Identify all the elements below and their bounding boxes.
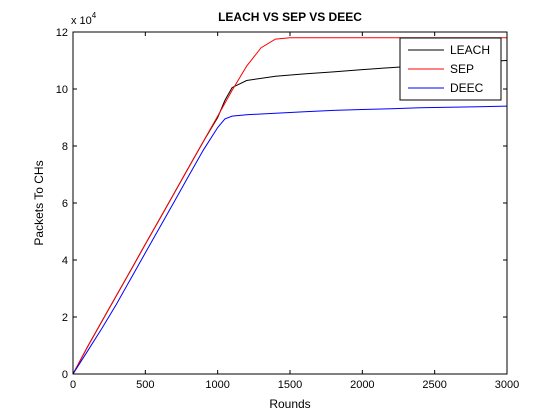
y-tick-label: 0 (62, 369, 68, 381)
x-tick-label: 2000 (350, 379, 374, 391)
legend: LEACH SEP DEEC (399, 37, 502, 101)
y-tick-label: 12 (56, 27, 68, 39)
chart-title: LEACH VS SEP VS DEEC (218, 10, 362, 24)
y-tick-label: 4 (62, 255, 68, 267)
y-tick-label: 8 (62, 141, 68, 153)
legend-label-deec: DEEC (450, 81, 484, 95)
y-multiplier-label: x 104 (71, 11, 97, 27)
x-axis-label: Rounds (269, 397, 310, 411)
legend-label-leach: LEACH (450, 43, 490, 57)
x-tick-label: 500 (136, 379, 154, 391)
x-tick-label: 3000 (495, 379, 519, 391)
y-axis-label: Packets To CHs (32, 160, 46, 245)
ticks-layer: 0 500 1000 1500 2000 2500 3000 0 2 4 6 8 10 12 (56, 27, 519, 391)
x-tick-label: 1500 (278, 379, 302, 391)
y-tick-label: 10 (56, 84, 68, 96)
y-multiplier-base: x 10 (71, 15, 92, 27)
y-tick-label: 6 (62, 198, 68, 210)
series-line-sep (72, 37, 507, 375)
y-tick-label: 2 (62, 312, 68, 324)
x-tick-label: 1000 (205, 379, 229, 391)
y-multiplier-exponent: 4 (92, 11, 97, 20)
series-line-deec (72, 105, 508, 375)
legend-label-sep: SEP (450, 62, 474, 76)
x-tick-label: 2500 (422, 379, 446, 391)
plot-frame (72, 31, 508, 375)
x-tick-label: 0 (70, 379, 76, 391)
